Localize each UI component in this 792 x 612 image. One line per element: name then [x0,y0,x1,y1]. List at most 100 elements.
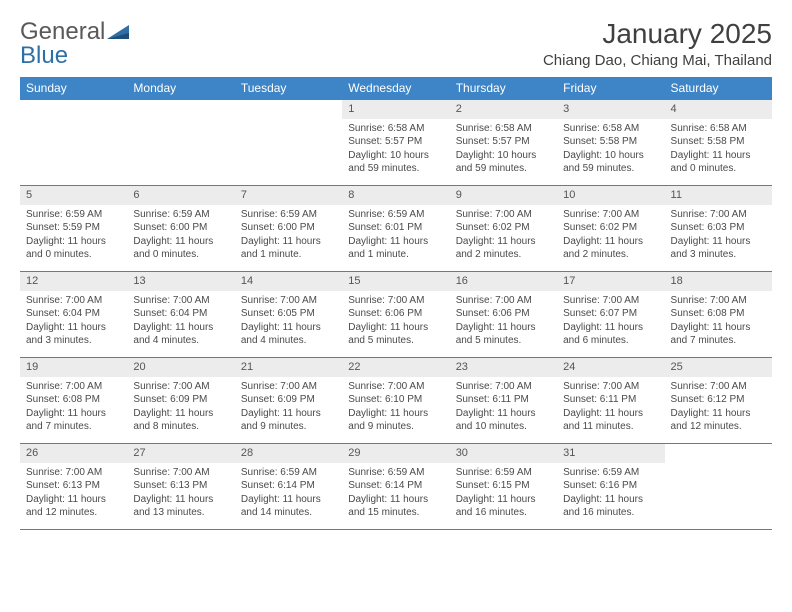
calendar-day: 27Sunrise: 7:00 AMSunset: 6:13 PMDayligh… [127,444,234,530]
calendar-day: 13Sunrise: 7:00 AMSunset: 6:04 PMDayligh… [127,272,234,358]
sunrise-text: Sunrise: 7:00 AM [671,380,766,394]
calendar-page: General January 2025 Chiang Dao, Chiang … [0,0,792,612]
daylight-text: Daylight: 11 hours and 7 minutes. [671,321,766,348]
day-body: Sunrise: 7:00 AMSunset: 6:11 PMDaylight:… [450,377,557,440]
calendar-day: 17Sunrise: 7:00 AMSunset: 6:07 PMDayligh… [557,272,664,358]
sunrise-text: Sunrise: 7:00 AM [241,380,336,394]
day-body: Sunrise: 6:58 AMSunset: 5:57 PMDaylight:… [342,119,449,182]
day-number: 22 [342,358,449,377]
title-block: January 2025 Chiang Dao, Chiang Mai, Tha… [543,18,772,69]
calendar-day: 7Sunrise: 6:59 AMSunset: 6:00 PMDaylight… [235,186,342,272]
day-body: Sunrise: 7:00 AMSunset: 6:02 PMDaylight:… [450,205,557,268]
day-number: 4 [665,100,772,119]
sunset-text: Sunset: 6:00 PM [241,221,336,235]
day-number: 18 [665,272,772,291]
sunset-text: Sunset: 6:11 PM [456,393,551,407]
sunrise-text: Sunrise: 7:00 AM [26,466,121,480]
daylight-text: Daylight: 11 hours and 1 minute. [348,235,443,262]
sunrise-text: Sunrise: 6:59 AM [348,466,443,480]
day-body: Sunrise: 7:00 AMSunset: 6:13 PMDaylight:… [127,463,234,526]
day-body: Sunrise: 6:59 AMSunset: 6:00 PMDaylight:… [127,205,234,268]
day-number: 19 [20,358,127,377]
day-body: Sunrise: 7:00 AMSunset: 6:06 PMDaylight:… [342,291,449,354]
sunrise-text: Sunrise: 7:00 AM [348,380,443,394]
sunset-text: Sunset: 6:15 PM [456,479,551,493]
daylight-text: Daylight: 11 hours and 4 minutes. [133,321,228,348]
sunset-text: Sunset: 6:00 PM [133,221,228,235]
day-number: 3 [557,100,664,119]
sunset-text: Sunset: 6:02 PM [456,221,551,235]
sunrise-text: Sunrise: 6:59 AM [456,466,551,480]
day-body: Sunrise: 7:00 AMSunset: 6:10 PMDaylight:… [342,377,449,440]
sunrise-text: Sunrise: 6:59 AM [348,208,443,222]
calendar-day: 16Sunrise: 7:00 AMSunset: 6:06 PMDayligh… [450,272,557,358]
weekday-header: Sunday Monday Tuesday Wednesday Thursday… [20,77,772,100]
calendar-day: 19Sunrise: 7:00 AMSunset: 6:08 PMDayligh… [20,358,127,444]
day-number: 25 [665,358,772,377]
day-body: Sunrise: 6:59 AMSunset: 6:14 PMDaylight:… [235,463,342,526]
day-body: Sunrise: 6:59 AMSunset: 6:14 PMDaylight:… [342,463,449,526]
sunset-text: Sunset: 6:06 PM [456,307,551,321]
daylight-text: Daylight: 11 hours and 11 minutes. [563,407,658,434]
weekday-col: Monday [127,77,234,100]
day-body: Sunrise: 6:59 AMSunset: 6:15 PMDaylight:… [450,463,557,526]
daylight-text: Daylight: 11 hours and 14 minutes. [241,493,336,520]
sunrise-text: Sunrise: 7:00 AM [671,208,766,222]
calendar-day: 31Sunrise: 6:59 AMSunset: 6:16 PMDayligh… [557,444,664,530]
day-number: 16 [450,272,557,291]
day-body: Sunrise: 7:00 AMSunset: 6:13 PMDaylight:… [20,463,127,526]
brand-part2: Blue [20,42,68,69]
month-title: January 2025 [543,18,772,50]
day-number: 21 [235,358,342,377]
day-number: 23 [450,358,557,377]
day-number: 31 [557,444,664,463]
day-body: Sunrise: 7:00 AMSunset: 6:08 PMDaylight:… [665,291,772,354]
day-body: Sunrise: 6:58 AMSunset: 5:58 PMDaylight:… [665,119,772,182]
sunrise-text: Sunrise: 7:00 AM [671,294,766,308]
calendar-day: 5Sunrise: 6:59 AMSunset: 5:59 PMDaylight… [20,186,127,272]
calendar-day: 18Sunrise: 7:00 AMSunset: 6:08 PMDayligh… [665,272,772,358]
daylight-text: Daylight: 11 hours and 2 minutes. [456,235,551,262]
sunset-text: Sunset: 6:09 PM [241,393,336,407]
day-number: 26 [20,444,127,463]
sunrise-text: Sunrise: 7:00 AM [133,380,228,394]
sunset-text: Sunset: 5:58 PM [671,135,766,149]
calendar-day: 26Sunrise: 7:00 AMSunset: 6:13 PMDayligh… [20,444,127,530]
daylight-text: Daylight: 11 hours and 16 minutes. [563,493,658,520]
sunrise-text: Sunrise: 7:00 AM [563,380,658,394]
location-subtitle: Chiang Dao, Chiang Mai, Thailand [543,52,772,69]
day-number: 27 [127,444,234,463]
calendar-day: 12Sunrise: 7:00 AMSunset: 6:04 PMDayligh… [20,272,127,358]
calendar-week: 19Sunrise: 7:00 AMSunset: 6:08 PMDayligh… [20,358,772,444]
day-number: 29 [342,444,449,463]
sunset-text: Sunset: 5:58 PM [563,135,658,149]
daylight-text: Daylight: 11 hours and 0 minutes. [671,149,766,176]
daylight-text: Daylight: 10 hours and 59 minutes. [563,149,658,176]
daylight-text: Daylight: 11 hours and 12 minutes. [26,493,121,520]
brand-triangle-icon [107,21,129,44]
day-body: Sunrise: 7:00 AMSunset: 6:04 PMDaylight:… [20,291,127,354]
day-number: 20 [127,358,234,377]
calendar-day: 11Sunrise: 7:00 AMSunset: 6:03 PMDayligh… [665,186,772,272]
sunrise-text: Sunrise: 7:00 AM [456,208,551,222]
day-body: Sunrise: 7:00 AMSunset: 6:09 PMDaylight:… [235,377,342,440]
day-number: 13 [127,272,234,291]
daylight-text: Daylight: 11 hours and 2 minutes. [563,235,658,262]
day-number: 12 [20,272,127,291]
daylight-text: Daylight: 11 hours and 4 minutes. [241,321,336,348]
day-body: Sunrise: 7:00 AMSunset: 6:05 PMDaylight:… [235,291,342,354]
daylight-text: Daylight: 11 hours and 3 minutes. [671,235,766,262]
calendar-week: 5Sunrise: 6:59 AMSunset: 5:59 PMDaylight… [20,186,772,272]
calendar-day: 14Sunrise: 7:00 AMSunset: 6:05 PMDayligh… [235,272,342,358]
sunrise-text: Sunrise: 6:59 AM [133,208,228,222]
daylight-text: Daylight: 11 hours and 5 minutes. [456,321,551,348]
sunrise-text: Sunrise: 7:00 AM [348,294,443,308]
day-number: 2 [450,100,557,119]
day-number: 9 [450,186,557,205]
sunset-text: Sunset: 5:59 PM [26,221,121,235]
calendar-day: 8Sunrise: 6:59 AMSunset: 6:01 PMDaylight… [342,186,449,272]
sunrise-text: Sunrise: 6:58 AM [671,122,766,136]
calendar-day: 20Sunrise: 7:00 AMSunset: 6:09 PMDayligh… [127,358,234,444]
daylight-text: Daylight: 11 hours and 16 minutes. [456,493,551,520]
sunset-text: Sunset: 6:06 PM [348,307,443,321]
